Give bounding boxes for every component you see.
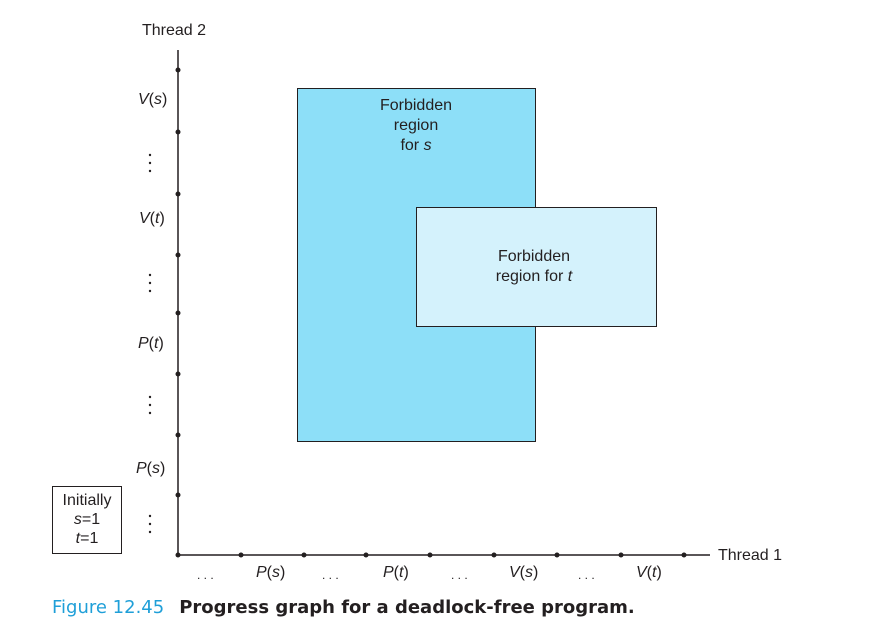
- x-tick-dot: [491, 552, 497, 558]
- x-ellipsis-2: . . .: [322, 568, 339, 582]
- figure-caption-text: Progress graph for a deadlock-free progr…: [179, 597, 635, 618]
- x-tick-dot: [618, 552, 624, 558]
- x-tick-dot: [238, 552, 244, 558]
- x-label-v-t: V(t): [636, 564, 662, 581]
- y-ellipsis-dot: [148, 530, 152, 534]
- x-tick-dot: [301, 552, 307, 558]
- y-tick-dot: [175, 252, 181, 258]
- y-label-p-t: P(t): [138, 335, 164, 352]
- y-tick-dot: [175, 492, 181, 498]
- forbidden-region-t-label: Forbidden region for t: [464, 247, 604, 287]
- y-ellipsis-dot: [148, 522, 152, 526]
- y-axis-ticks: [175, 67, 181, 498]
- y-ellipsis-dot: [148, 411, 152, 415]
- y-ellipsis-dot: [148, 153, 152, 157]
- x-axis-ticks: [175, 552, 687, 558]
- forbidden-region-s-label: Forbidden region for s: [346, 96, 486, 156]
- region-t-line2: region for t: [464, 267, 604, 287]
- x-tick-dot: [681, 552, 687, 558]
- region-t-line2-prefix: region for: [495, 268, 568, 285]
- x-label-p-t: P(t): [383, 564, 409, 581]
- y-tick-dot: [175, 67, 181, 73]
- x-tick-dot: [175, 552, 181, 558]
- initial-state-s: s=1: [73, 511, 101, 528]
- x-tick-dot: [363, 552, 369, 558]
- x-label-p-s: P(s): [256, 564, 286, 581]
- y-tick-dot: [175, 129, 181, 135]
- y-tick-dot: [175, 371, 181, 377]
- figure-caption: Figure 12.45 Progress graph for a deadlo…: [52, 597, 635, 618]
- y-axis-ellipses: [148, 153, 152, 534]
- y-tick-dot: [175, 191, 181, 197]
- y-ellipsis-dot: [148, 403, 152, 407]
- y-ellipsis-dot: [148, 161, 152, 165]
- y-label-v-t: V(t): [139, 210, 165, 227]
- y-axis-title: Thread 2: [142, 22, 207, 39]
- y-label-p-s: P(s): [136, 460, 166, 477]
- x-tick-dot: [427, 552, 433, 558]
- region-s-line1: Forbidden: [379, 97, 453, 114]
- y-label-v-s: V(s): [138, 91, 168, 108]
- y-ellipsis-dot: [148, 395, 152, 399]
- region-t-var: t: [567, 268, 573, 285]
- y-ellipsis-dot: [148, 514, 152, 518]
- x-ellipsis-1: . . .: [197, 568, 214, 582]
- figure-number: Figure 12.45: [52, 597, 165, 618]
- forbidden-region-t: [416, 207, 657, 327]
- initial-state-box: Initially s=1 t=1: [52, 486, 122, 554]
- y-tick-dot: [175, 310, 181, 316]
- x-tick-dot: [554, 552, 560, 558]
- y-tick-dot: [175, 432, 181, 438]
- x-ellipsis-3: . . .: [451, 568, 468, 582]
- region-s-line3: for s: [346, 136, 486, 156]
- y-ellipsis-dot: [148, 289, 152, 293]
- region-s-line2: region: [393, 117, 439, 134]
- x-label-v-s: V(s): [509, 564, 539, 581]
- region-s-line3-prefix: for: [400, 137, 424, 154]
- initial-state-title: Initially: [62, 492, 112, 509]
- y-ellipsis-dot: [148, 273, 152, 277]
- region-s-var: s: [423, 137, 432, 154]
- y-ellipsis-dot: [148, 281, 152, 285]
- x-ellipsis-4: . . .: [578, 568, 595, 582]
- region-t-line1: Forbidden: [497, 248, 571, 265]
- y-ellipsis-dot: [148, 169, 152, 173]
- x-axis-title: Thread 1: [718, 547, 783, 564]
- initial-state-t: t=1: [75, 530, 99, 547]
